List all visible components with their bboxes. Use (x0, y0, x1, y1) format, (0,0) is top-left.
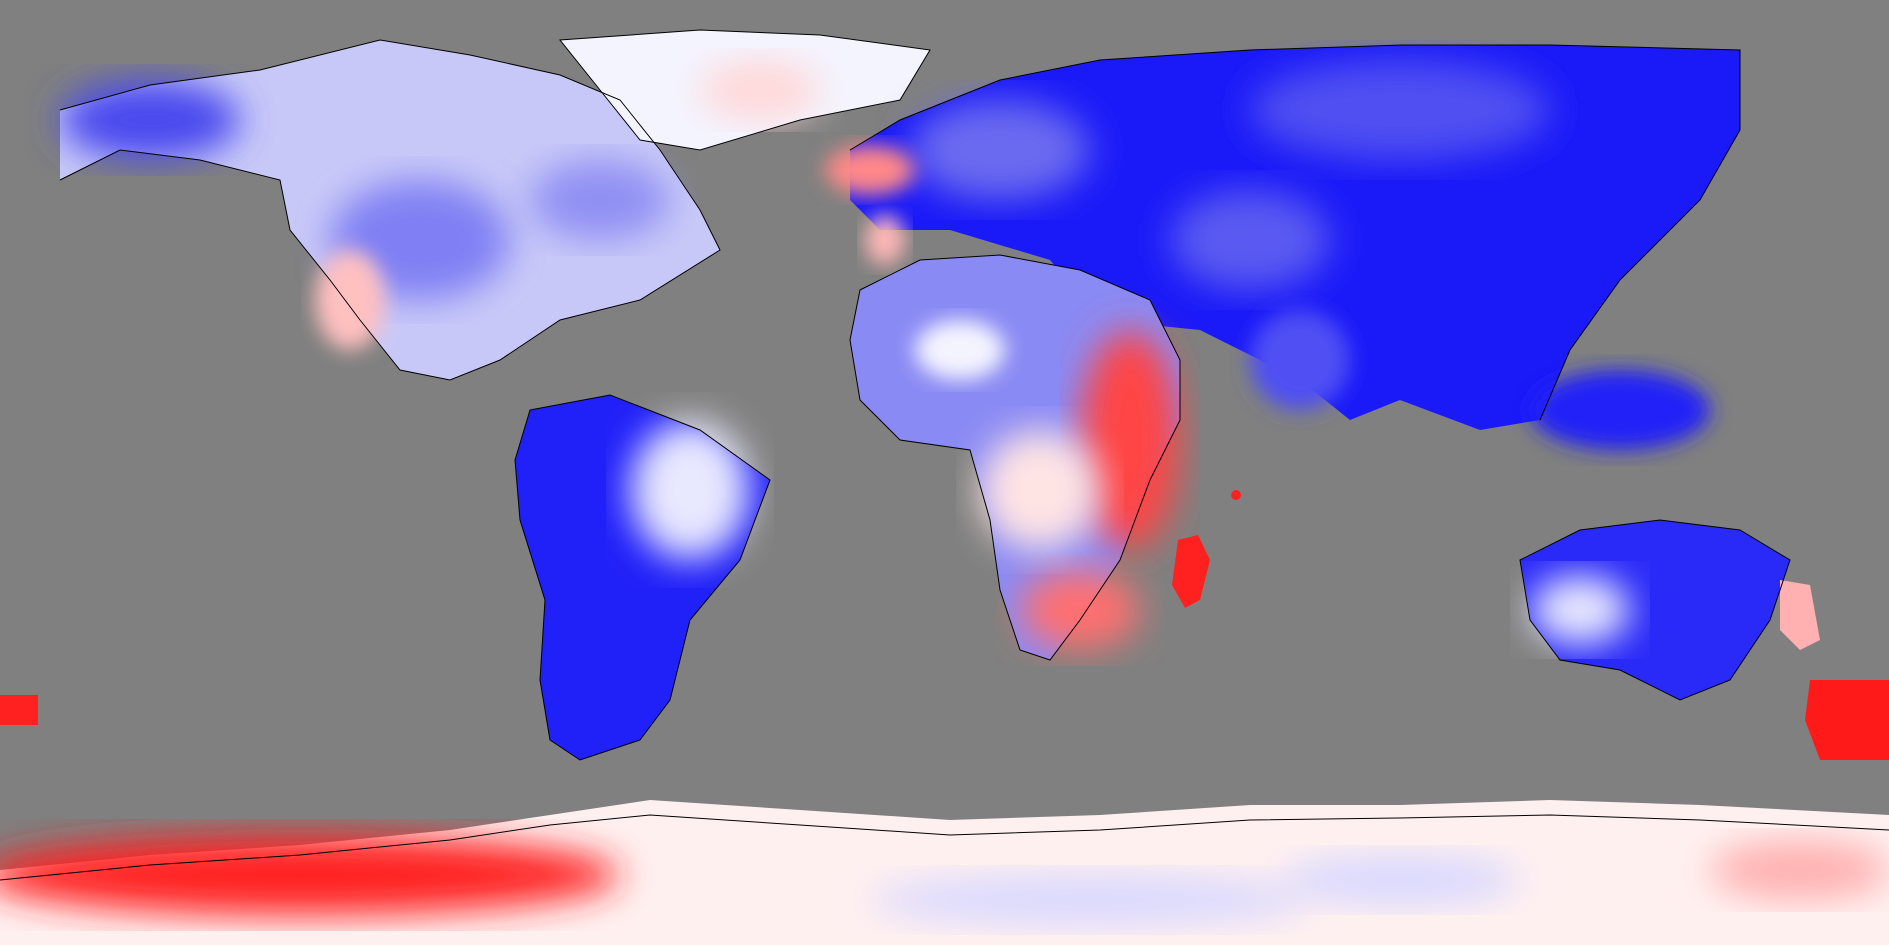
west-australia-anomaly (1530, 575, 1630, 645)
antarctica-east-anomaly (870, 875, 1310, 925)
nz-south-fill (1805, 680, 1889, 760)
coast-north-america (59, 39, 721, 381)
iberia-anomaly (865, 215, 905, 265)
coastlines (0, 29, 1889, 881)
nz-north-fill (1780, 580, 1820, 650)
indonesia-anomaly (1530, 370, 1710, 450)
sahara-anomaly (915, 320, 1005, 380)
iceland-anomaly (825, 145, 915, 195)
region-north-atlantic (825, 145, 915, 265)
southern-africa-anomaly (1020, 570, 1140, 650)
canada-east-anomaly (530, 160, 670, 240)
central-africa-anomaly (980, 430, 1100, 550)
greenland-anomaly (700, 60, 820, 120)
coast-antarctica (0, 814, 1889, 881)
europe-anomaly (910, 100, 1090, 200)
coast-eurasia (849, 44, 1741, 421)
region-south-america (515, 395, 770, 760)
mauritius-fill (1231, 490, 1241, 500)
region-greenland (560, 30, 930, 150)
east-africa-anomaly (1080, 330, 1180, 550)
antarctica-west-anomaly (0, 835, 620, 915)
antarctica-east-coast-anomaly (1710, 840, 1889, 900)
region-africa (850, 255, 1180, 660)
india-anomaly (1250, 310, 1350, 410)
region-new-zealand (1780, 580, 1889, 760)
madagascar-fill (1172, 535, 1210, 608)
coast-greenland (559, 29, 931, 151)
central-asia-anomaly (1170, 190, 1330, 290)
antarctica-central-anomaly (1280, 855, 1520, 905)
pacific-south-anomaly (0, 695, 38, 725)
region-north-america (60, 40, 720, 380)
brazil-east-anomaly (630, 420, 750, 560)
australia-fill (1520, 520, 1790, 700)
region-eurasia (850, 45, 1740, 450)
coast-south-america (514, 394, 771, 761)
us-southwest-anomaly (315, 250, 385, 350)
region-australia (1520, 520, 1790, 700)
coast-australia (1519, 519, 1791, 701)
coast-africa (849, 254, 1181, 661)
siberia-anomaly (1250, 60, 1550, 160)
alaska-anomaly (60, 80, 240, 160)
